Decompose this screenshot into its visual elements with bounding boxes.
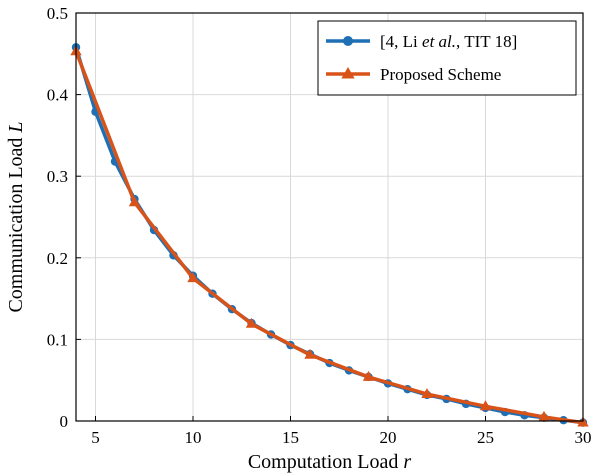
legend-label-proposed-scheme: Proposed Scheme bbox=[380, 65, 501, 84]
data-point-triangle bbox=[479, 400, 492, 411]
data-point-triangle bbox=[362, 370, 375, 381]
y-tick-label: 0.4 bbox=[47, 86, 69, 105]
x-tick-label: 15 bbox=[282, 428, 299, 447]
y-tick-label: 0.1 bbox=[47, 330, 68, 349]
data-point-triangle bbox=[187, 272, 199, 283]
data-point-triangle bbox=[128, 196, 141, 207]
x-tick-label: 25 bbox=[477, 428, 494, 447]
data-point-triangle bbox=[421, 388, 433, 398]
legend-entry-proposed-scheme: Proposed Scheme bbox=[326, 65, 501, 84]
x-tick-label: 20 bbox=[380, 428, 397, 447]
data-point-triangle bbox=[245, 317, 258, 328]
legend-box bbox=[317, 20, 577, 96]
data-point-triangle bbox=[538, 410, 550, 421]
legend-marker-triangle bbox=[341, 67, 355, 79]
x-tick-label: 30 bbox=[575, 428, 592, 447]
y-axis-label: Communication Load L bbox=[5, 121, 27, 312]
x-axis-label: Computation Load r bbox=[248, 451, 412, 473]
y-tick-label: 0 bbox=[60, 412, 69, 431]
y-tick-label: 0.2 bbox=[47, 249, 68, 268]
x-tick-label: 5 bbox=[91, 428, 100, 447]
legend: [4, Li et al., TIT 18] Proposed Scheme bbox=[317, 20, 577, 96]
y-tick-label: 0.3 bbox=[47, 167, 68, 186]
x-tick-label: 10 bbox=[185, 428, 202, 447]
plot-frame bbox=[75, 12, 584, 422]
legend-label-li-et-al: [4, Li et al., TIT 18] bbox=[380, 32, 517, 51]
legend-marker-circle bbox=[343, 36, 353, 46]
series-layer bbox=[70, 43, 589, 427]
y-tick-label: 0.5 bbox=[47, 4, 68, 23]
legend-entry-li-et-al: [4, Li et al., TIT 18] bbox=[326, 32, 517, 51]
data-point-triangle bbox=[304, 348, 316, 359]
tick-labels: 5 10 15 20 25 30 0 0.1 0.2 0.3 0.4 0.5 bbox=[47, 4, 592, 447]
series-line-1 bbox=[74, 49, 585, 425]
